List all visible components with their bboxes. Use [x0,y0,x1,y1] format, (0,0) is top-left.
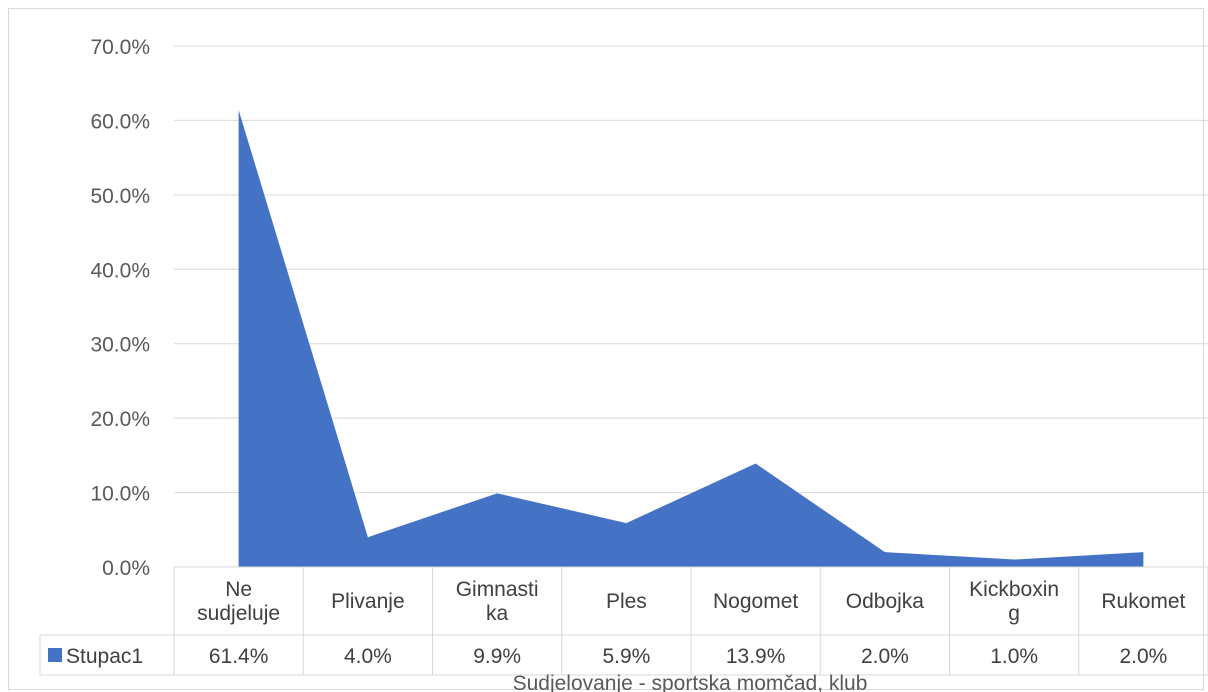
data-value-label: 9.9% [473,645,521,668]
legend-swatch [48,648,62,662]
x-axis-title: Sudjelovanje - sportska momčad, klub [513,672,868,692]
y-tick-label: 70.0% [90,36,150,59]
category-label: Nogomet [713,590,798,613]
data-value-label: 4.0% [344,645,392,668]
legend-label: Stupac1 [66,645,143,668]
y-tick-label: 50.0% [90,185,150,208]
data-value-label: 5.9% [602,645,650,668]
category-label: Gimnasti ka [456,578,539,625]
category-label: Rukomet [1101,590,1185,613]
y-tick-label: 60.0% [90,110,150,133]
category-label: Ples [606,590,647,613]
category-label: Odbojka [846,590,925,613]
data-value-label: 2.0% [861,645,909,668]
chart-frame [8,8,1204,690]
data-value-label: 61.4% [209,645,269,668]
y-tick-label: 10.0% [90,483,150,506]
y-tick-label: 40.0% [90,259,150,282]
category-label: Kickboxin g [969,578,1059,625]
category-label: Plivanje [331,590,405,613]
y-tick-label: 30.0% [90,334,150,357]
data-value-label: 13.9% [726,645,786,668]
y-tick-label: 0.0% [102,557,150,580]
data-value-label: 1.0% [990,645,1038,668]
area-series-stupac1 [238,110,1144,567]
y-tick-label: 20.0% [90,408,150,431]
category-label: Ne sudjeluje [197,578,280,625]
data-value-label: 2.0% [1119,645,1167,668]
